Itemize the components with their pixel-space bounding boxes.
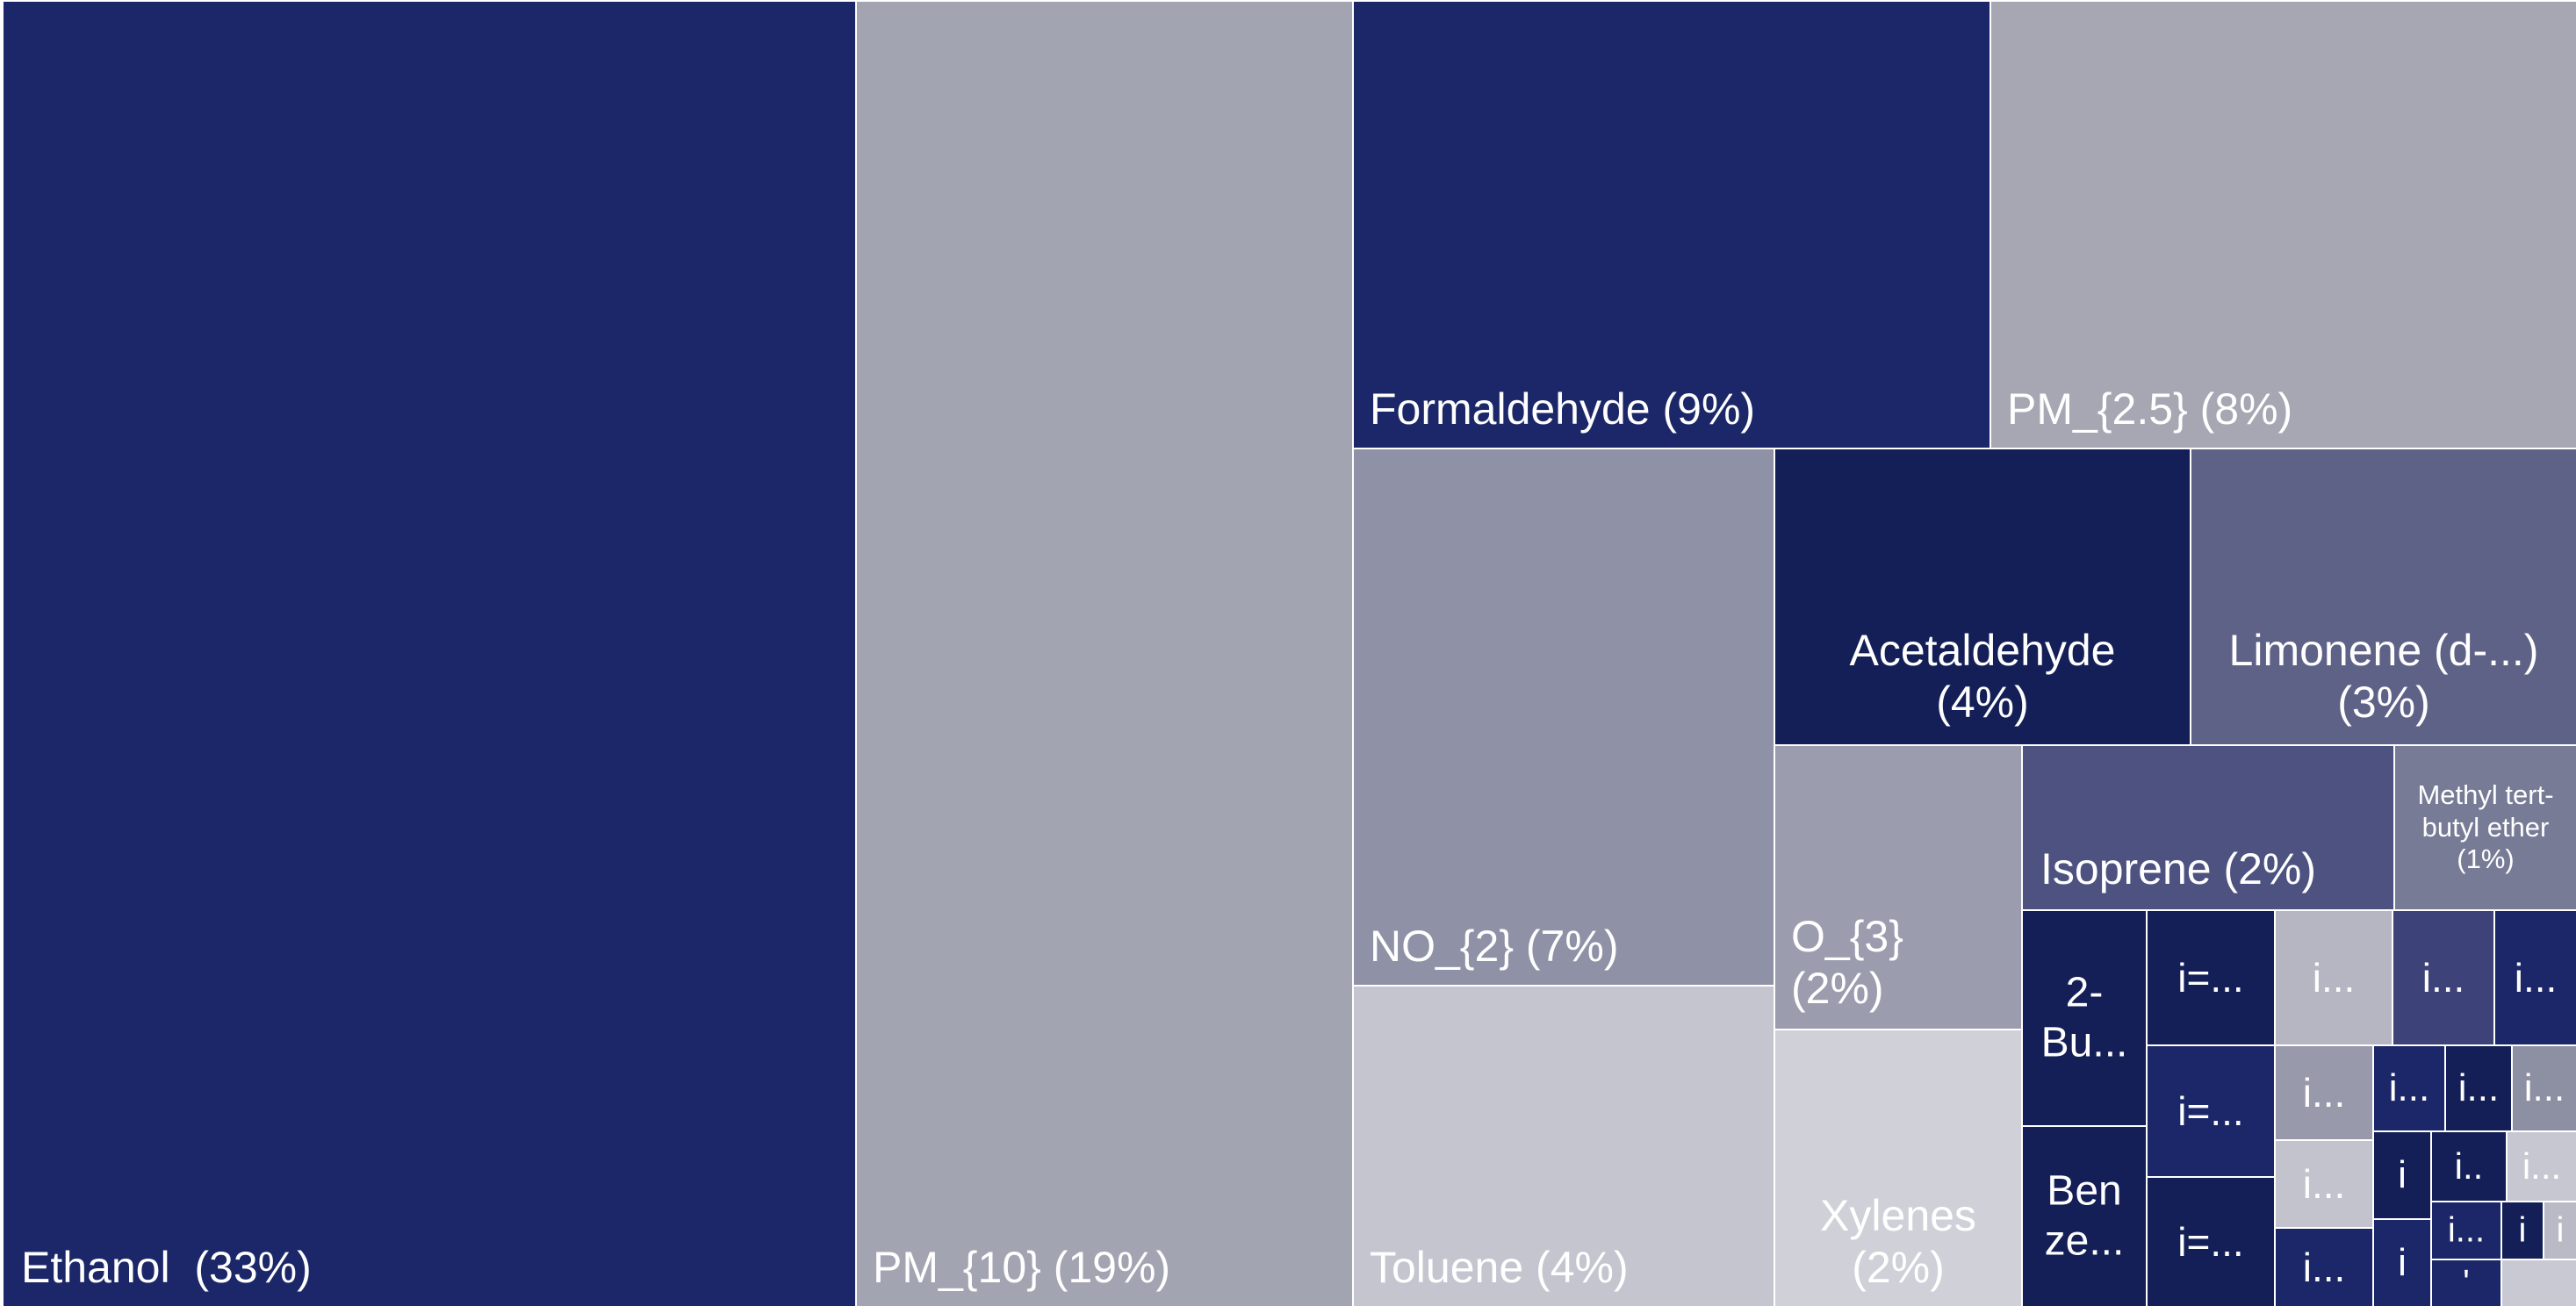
tile-label: i=... <box>2177 954 2244 1001</box>
tile-label: Methyl tert- butyl ether (1%) <box>2417 779 2554 875</box>
tile-i-32[interactable]: i <box>2544 1202 2576 1259</box>
tile-i-16[interactable]: i=... <box>2148 1178 2274 1306</box>
tile-i-30[interactable]: i... <box>2432 1202 2500 1259</box>
tile-i-20[interactable]: i... <box>2276 1229 2372 1306</box>
tile-i-23[interactable]: i... <box>2374 1046 2444 1130</box>
tile-label: i... <box>2421 954 2465 1001</box>
tile-i-28[interactable]: i... <box>2508 1132 2576 1201</box>
tile-i-22[interactable]: i... <box>2495 911 2576 1044</box>
tile-label: Toluene (4%) <box>1370 1243 1629 1292</box>
tile-label: O_{3} (2%) <box>1791 912 1903 1013</box>
tile-label: i... <box>2302 1244 2346 1290</box>
tile-i-29[interactable]: i <box>2374 1220 2430 1306</box>
tile-label: PM_{2.5} (8%) <box>2007 384 2293 434</box>
tile-label: i.. <box>2454 1145 2484 1188</box>
tile-label: i... <box>2388 1066 2430 1110</box>
tile-ethanol-0[interactable]: Ethanol (33%) <box>4 2 855 1306</box>
tile-label: Ethanol (33%) <box>21 1243 312 1292</box>
tile-label: 2- Bu... <box>2040 969 2128 1066</box>
tile-methyl-tert-butyl-ether-11[interactable]: Methyl tert- butyl ether (1%) <box>2395 746 2576 909</box>
tile-label: i... <box>2514 954 2558 1001</box>
tile-i-21[interactable]: i... <box>2393 911 2493 1044</box>
tile-unlabeled-34[interactable] <box>2502 1260 2576 1306</box>
tile-i-19[interactable]: i... <box>2276 1141 2372 1227</box>
tile-i-18[interactable]: i... <box>2276 1046 2372 1139</box>
tile-label: i <box>2518 1210 2527 1250</box>
tile-label: i... <box>2302 1160 2346 1207</box>
tile-i-17[interactable]: i... <box>2276 911 2392 1044</box>
tile-xylenes-9[interactable]: Xylenes (2%) <box>1775 1030 2021 1306</box>
tile-label: i... <box>2312 954 2356 1001</box>
tile-label: i... <box>2522 1145 2562 1188</box>
tile-benze-13[interactable]: Ben ze... <box>2023 1127 2146 1306</box>
tile-formaldehyde-2[interactable]: Formaldehyde (9%) <box>1354 2 1990 448</box>
tile-label: Xylenes (2%) <box>1820 1191 1976 1292</box>
tile-acetaldehyde-6[interactable]: Acetaldehyde (4%) <box>1775 449 2190 744</box>
tile-no-2-4[interactable]: NO_{2} (7%) <box>1354 449 1774 985</box>
tile-label: i=... <box>2177 1087 2244 1134</box>
tile-i-25[interactable]: i... <box>2513 1046 2576 1130</box>
tile-limonene-d-7[interactable]: Limonene (d-...) (3%) <box>2191 449 2576 744</box>
tile-unlabeled-33[interactable]: ' <box>2432 1260 2500 1306</box>
tile-label: i... <box>2523 1066 2565 1110</box>
tile-label: i <box>2556 1210 2565 1250</box>
tile-i-31[interactable]: i <box>2502 1202 2543 1259</box>
tile-label: Formaldehyde (9%) <box>1370 384 1756 434</box>
tile-i-14[interactable]: i=... <box>2148 911 2274 1044</box>
tile-label: ' <box>2463 1263 2470 1302</box>
tile-isoprene-10[interactable]: Isoprene (2%) <box>2023 746 2393 909</box>
tile-label: Isoprene (2%) <box>2040 844 2317 893</box>
tile-label: Acetaldehyde (4%) <box>1849 626 2116 727</box>
tile-label: Ben ze... <box>2044 1167 2125 1264</box>
tile-i-24[interactable]: i... <box>2446 1046 2511 1130</box>
tile-o-3-8[interactable]: O_{3} (2%) <box>1775 746 2021 1029</box>
tile-label: i... <box>2457 1066 2500 1110</box>
tile-2-bu-12[interactable]: 2- Bu... <box>2023 911 2146 1125</box>
tile-label: i <box>2398 1241 2407 1285</box>
tile-label: Limonene (d-...) (3%) <box>2228 626 2539 727</box>
tile-label: i... <box>2302 1069 2346 1116</box>
tile-label: PM_{10} (19%) <box>873 1243 1171 1292</box>
tile-i-27[interactable]: i.. <box>2432 1132 2506 1201</box>
tile-i-15[interactable]: i=... <box>2148 1046 2274 1176</box>
tile-pm-2-5-3[interactable]: PM_{2.5} (8%) <box>1991 2 2576 448</box>
tile-toluene-5[interactable]: Toluene (4%) <box>1354 987 1774 1306</box>
tile-pm-10-1[interactable]: PM_{10} (19%) <box>857 2 1352 1306</box>
tile-i-26[interactable]: i <box>2374 1132 2430 1218</box>
tile-label: i... <box>2447 1210 2486 1250</box>
tile-label: i <box>2398 1153 2407 1197</box>
tile-label: i=... <box>2177 1218 2244 1265</box>
tile-label: NO_{2} (7%) <box>1370 922 1619 971</box>
